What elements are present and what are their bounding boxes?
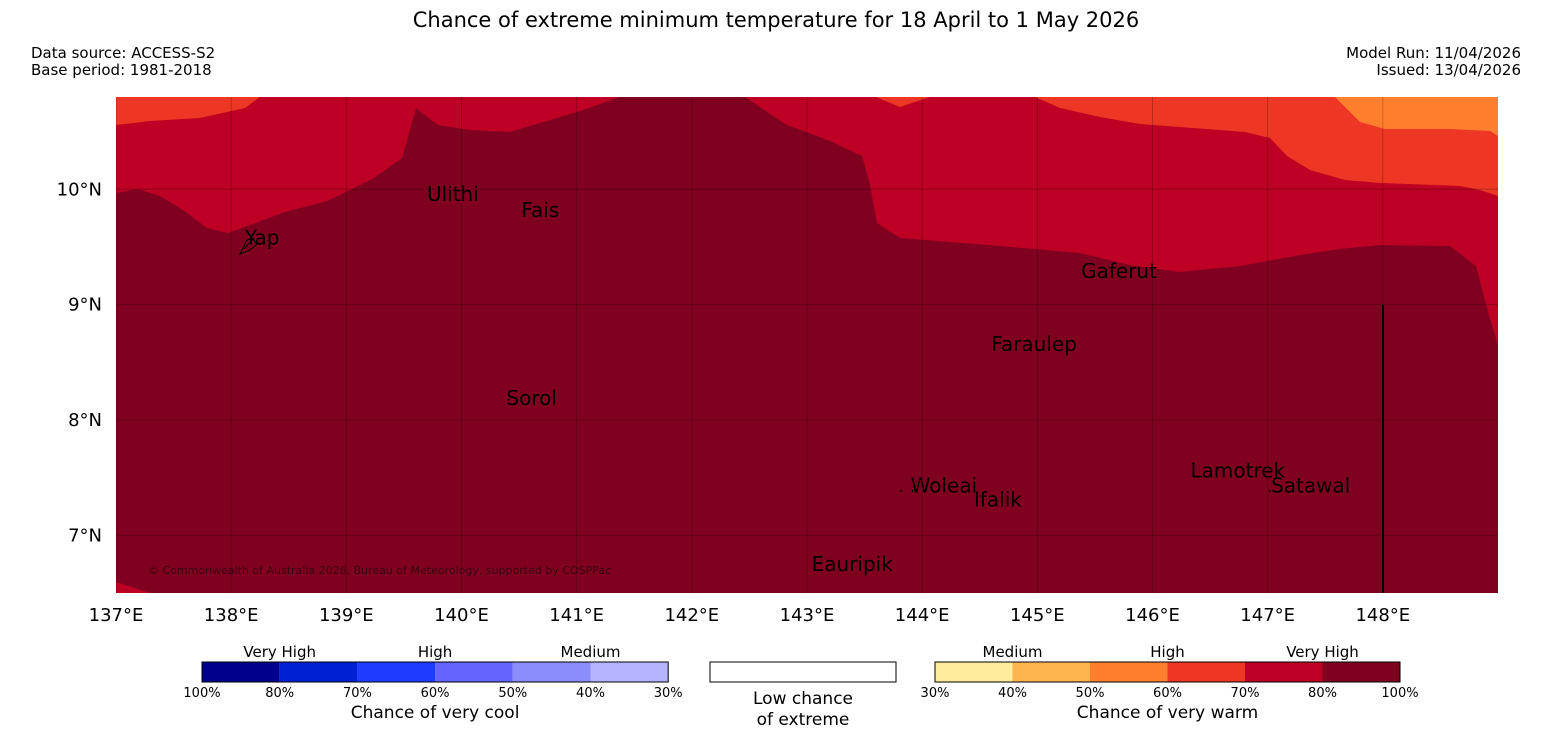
legend-neutral-caption-1: Low chance bbox=[753, 689, 853, 709]
legend-cool-tick-label: 60% bbox=[421, 686, 450, 701]
lon-tick-label: 143°E bbox=[780, 605, 835, 626]
legend-cool-tick-label: 50% bbox=[498, 686, 527, 701]
legend-warm-tick-label: 80% bbox=[1308, 686, 1337, 701]
place-label-eauripik: Eauripik bbox=[812, 552, 894, 576]
place-label-yap: Yap bbox=[244, 226, 279, 250]
legend-cool: 100% 80% 70% 60% 50% 40% 30% Very High High Mediu… bbox=[183, 643, 682, 723]
map-title: Chance of extreme minimum temperature fo… bbox=[412, 8, 1140, 32]
region-very-high-warm bbox=[116, 97, 1498, 593]
legend-warm-swatch bbox=[935, 662, 1013, 682]
legend-cool-swatch bbox=[202, 662, 280, 682]
legend-warm-category-label: Medium bbox=[983, 643, 1043, 661]
legend-warm-tick-label: 40% bbox=[998, 686, 1027, 701]
legend-neutral-caption-2: of extreme bbox=[757, 710, 850, 730]
legend-warm-tick-label: 70% bbox=[1231, 686, 1260, 701]
yap-island-detail bbox=[243, 237, 255, 250]
legend-warm-category-label: High bbox=[1150, 643, 1184, 661]
place-label-gaferut: Gaferut bbox=[1081, 259, 1157, 283]
legend-warm-swatch bbox=[1012, 662, 1090, 682]
legend-cool-tick-label: 70% bbox=[343, 686, 372, 701]
islet-marker bbox=[522, 210, 525, 213]
place-label-lamotrek: Lamotrek bbox=[1191, 459, 1286, 483]
legend-cool-frame bbox=[201, 661, 669, 683]
place-labels: Yap Ulithi Fais Sorol Gaferut Faraulep WoleaiI… bbox=[244, 182, 1350, 576]
legend-warm-swatch bbox=[1090, 662, 1168, 682]
base-period: Base period: 1981-2018 bbox=[31, 61, 212, 79]
legend-neutral-swatch bbox=[709, 661, 897, 683]
data-source: Data source: ACCESS-S2 bbox=[31, 44, 216, 62]
place-label-satawal: Satawal bbox=[1271, 474, 1350, 498]
legend-cool-tick-label: 100% bbox=[183, 686, 220, 701]
place-label-sorol: Sorol bbox=[506, 386, 557, 410]
place-label-woleai: Woleai bbox=[911, 474, 978, 498]
legend-warm-tick-label: 60% bbox=[1153, 686, 1182, 701]
lon-tick-label: 142°E bbox=[664, 605, 719, 626]
legend-cool-swatch bbox=[435, 662, 513, 682]
copyright-notice: © Commonwealth of Australia 2026, Bureau… bbox=[148, 564, 611, 577]
lon-tick-label: 140°E bbox=[434, 605, 489, 626]
legend-warm-swatch bbox=[1322, 662, 1400, 682]
place-label-faraulep: Faraulep bbox=[991, 332, 1077, 356]
lon-tick-label: 146°E bbox=[1125, 605, 1180, 626]
legend-cool-category-label: High bbox=[418, 643, 452, 661]
lat-tick-label: 8°N bbox=[68, 410, 102, 431]
legend-warm-tick-label: 50% bbox=[1076, 686, 1105, 701]
model-run: Model Run: 11/04/2026 bbox=[1346, 44, 1521, 62]
legend-cool-tick-label: 30% bbox=[654, 686, 683, 701]
legend-warm-category-label: Very High bbox=[1286, 643, 1359, 661]
legend-cool-caption: Chance of very cool bbox=[351, 703, 520, 723]
region-50pct bbox=[1335, 97, 1498, 136]
issued-date: Issued: 13/04/2026 bbox=[1376, 61, 1521, 79]
lon-tick-label: 144°E bbox=[895, 605, 950, 626]
legend-warm: 30% 40% 50% 60% 70% 80% 100% Medium High Very Hig… bbox=[921, 643, 1419, 723]
legend-warm-swatch bbox=[1167, 662, 1245, 682]
legend-warm-tick-label: 30% bbox=[921, 686, 950, 701]
lon-tick-label: 145°E bbox=[1010, 605, 1065, 626]
legend-warm-frame bbox=[934, 661, 1401, 683]
yap-island-outline bbox=[238, 237, 258, 255]
lat-tick-label: 10°N bbox=[57, 179, 102, 200]
legend-warm-swatch bbox=[1245, 662, 1323, 682]
meta-right: Model Run: 11/04/2026 Issued: 13/04/2026 bbox=[1346, 45, 1521, 79]
islet-marker bbox=[507, 398, 510, 401]
region-60pct-left bbox=[116, 97, 260, 125]
legend-warm-caption: Chance of very warm bbox=[1077, 703, 1258, 723]
lon-tick-label: 148°E bbox=[1355, 605, 1410, 626]
region-60pct-top bbox=[876, 97, 930, 107]
island-markers bbox=[238, 237, 258, 255]
place-label-fais: Fais bbox=[521, 198, 559, 222]
legend-cool-tick-label: 80% bbox=[265, 686, 294, 701]
islet-marker bbox=[1268, 490, 1271, 492]
legend-warm-tick-label: 100% bbox=[1381, 686, 1418, 701]
longitude-tick-labels: 137°E 138°E 139°E 140°E 141°E 142°E 143°E 144°E… bbox=[89, 605, 1411, 626]
lon-tick-label: 137°E bbox=[89, 605, 144, 626]
legend-cool-swatch bbox=[590, 662, 669, 682]
lon-tick-label: 139°E bbox=[319, 605, 374, 626]
legend: 100% 80% 70% 60% 50% 40% 30% Very High High Mediu… bbox=[183, 643, 1418, 730]
legend-cool-swatch bbox=[279, 662, 358, 682]
place-label-ifalik: Ifalik bbox=[974, 487, 1022, 511]
probability-field bbox=[116, 97, 1498, 593]
place-label-ulithi: Ulithi bbox=[427, 182, 479, 206]
legend-cool-swatch bbox=[357, 662, 436, 682]
graticule bbox=[116, 97, 1498, 593]
islet-marker bbox=[900, 490, 903, 492]
lon-tick-label: 147°E bbox=[1240, 605, 1295, 626]
lat-tick-label: 7°N bbox=[68, 525, 102, 546]
meta-left: Data source: ACCESS-S2 Base period: 1981… bbox=[31, 45, 215, 79]
legend-cool-swatch bbox=[512, 662, 591, 682]
legend-cool-tick-label: 40% bbox=[576, 686, 605, 701]
lon-tick-label: 138°E bbox=[204, 605, 259, 626]
latitude-tick-labels: 10°N 9°N 8°N 7°N bbox=[57, 179, 102, 546]
islet-marker bbox=[911, 490, 914, 492]
legend-neutral: Low chance of extreme bbox=[709, 661, 897, 730]
lat-tick-label: 9°N bbox=[68, 295, 102, 316]
legend-cool-category-label: Very High bbox=[243, 643, 316, 661]
lon-tick-label: 141°E bbox=[549, 605, 604, 626]
legend-cool-category-label: Medium bbox=[561, 643, 621, 661]
